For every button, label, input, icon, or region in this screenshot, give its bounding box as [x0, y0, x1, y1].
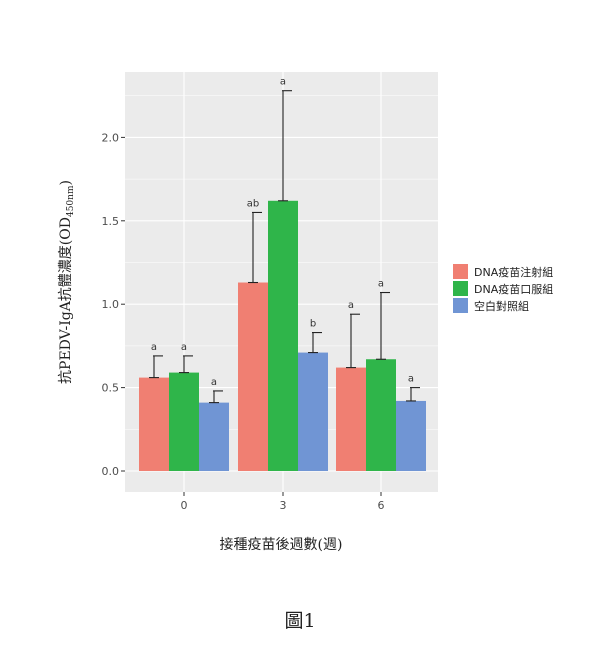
legend-item: DNA疫苗注射組 — [453, 264, 553, 279]
legend-item: 空白對照組 — [453, 298, 529, 313]
bar — [336, 367, 366, 471]
legend-swatch — [453, 264, 468, 279]
bar — [298, 352, 328, 471]
x-axis: 0 3 6 — [181, 492, 385, 512]
significance-label: b — [310, 319, 316, 330]
bars — [139, 200, 426, 471]
y-tick-label: 0.5 — [102, 382, 120, 395]
error-bar — [209, 390, 223, 404]
error-bar — [308, 332, 322, 354]
y-axis-title: 抗PEDV-IgA抗體濃度(OD450nm) — [58, 180, 76, 384]
error-bar — [179, 355, 193, 374]
error-bar — [346, 313, 360, 369]
bar — [238, 282, 268, 471]
y-axis: 0.0 0.5 1.0 1.5 2.0 — [102, 131, 125, 478]
bar — [396, 400, 426, 471]
error-bar — [376, 291, 390, 360]
legend-swatch — [453, 298, 468, 313]
y-tick-label: 1.5 — [102, 215, 120, 228]
bar — [139, 377, 169, 471]
error-bar — [406, 387, 420, 402]
error-bar — [248, 211, 262, 284]
significance-label: a — [181, 342, 187, 353]
error-bar — [278, 90, 292, 202]
bar — [268, 200, 298, 471]
y-tick-label: 1.0 — [102, 298, 120, 311]
legend-label: 空白對照組 — [474, 299, 529, 313]
y-tick-label: 0.0 — [102, 465, 120, 478]
significance-label: a — [378, 279, 384, 290]
significance-label: a — [408, 374, 414, 385]
bar — [366, 359, 396, 471]
legend-label: DNA疫苗口服組 — [474, 282, 553, 296]
figure-caption: 圖1 — [284, 610, 316, 632]
y-tick-label: 2.0 — [102, 131, 120, 144]
legend-swatch — [453, 281, 468, 296]
significance-label: a — [151, 342, 157, 353]
significance-label: a — [280, 77, 286, 88]
error-bars — [149, 90, 420, 404]
x-tick-label: 6 — [378, 499, 385, 512]
significance-label: a — [211, 377, 217, 388]
x-tick-label: 3 — [280, 499, 287, 512]
legend-label: DNA疫苗注射組 — [474, 265, 553, 279]
x-tick-label: 0 — [181, 499, 188, 512]
bar — [199, 402, 229, 471]
legend-item: DNA疫苗口服組 — [453, 281, 553, 296]
significance-label: a — [348, 300, 354, 311]
significance-label: ab — [247, 198, 259, 209]
bar — [169, 372, 199, 471]
x-axis-title: 接種疫苗後週數(週) — [220, 536, 343, 553]
error-bar — [149, 355, 163, 379]
